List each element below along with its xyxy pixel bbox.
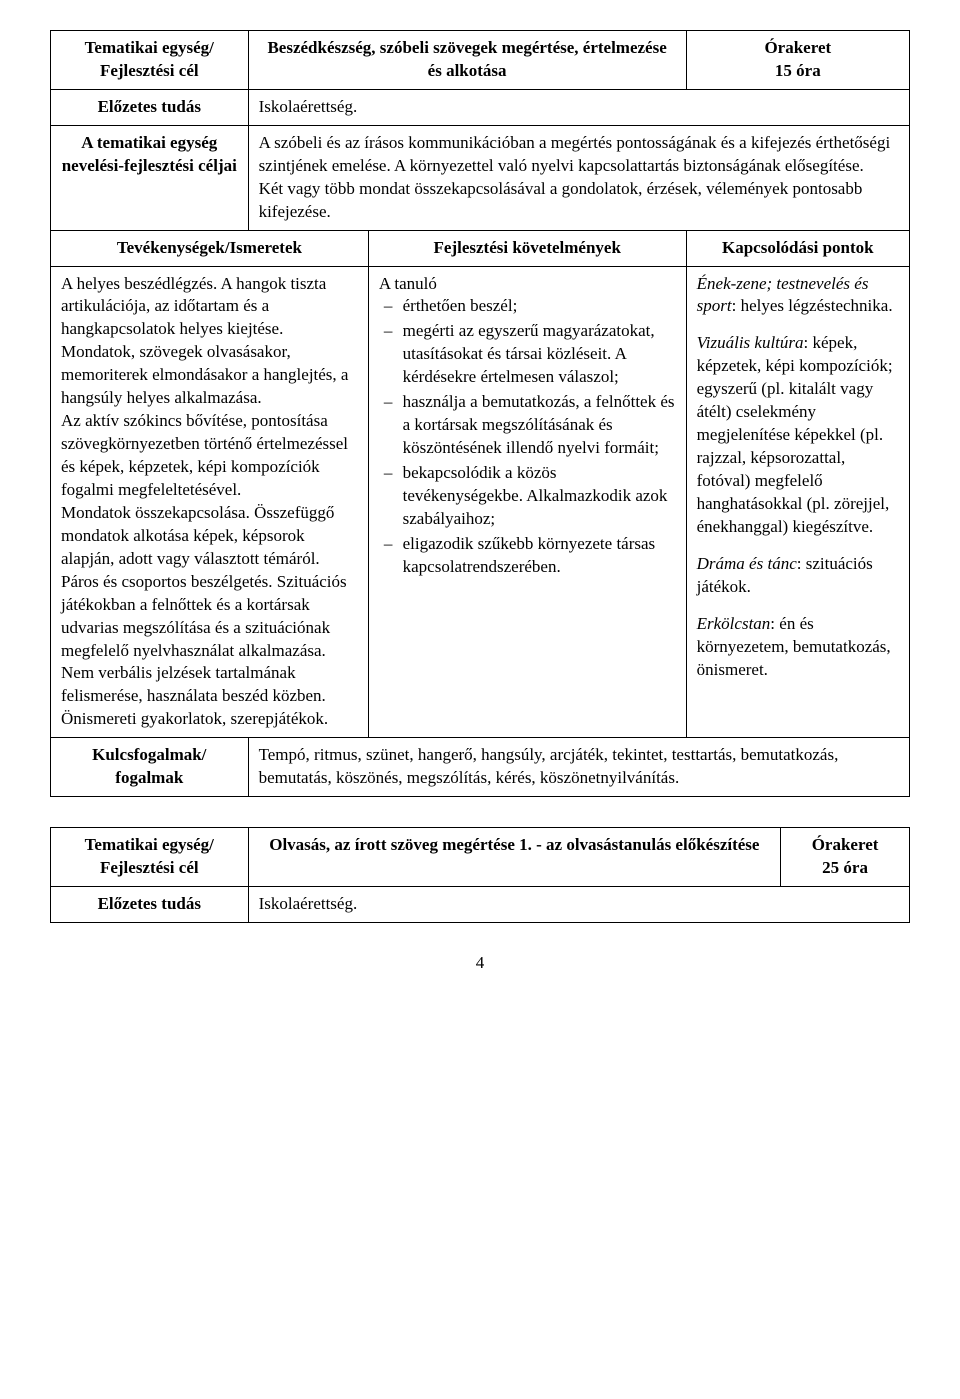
prior-knowledge-value: Iskolaérettség. xyxy=(248,89,909,125)
curriculum-table-2: Tematikai egység/ Fejlesztési cél Olvasá… xyxy=(50,827,910,923)
unit-title: Olvasás, az írott szöveg megértése 1. - … xyxy=(248,828,781,887)
list-item: bekapcsolódik a közös tevékenységekbe. A… xyxy=(379,462,676,531)
connections-header: Kapcsolódási pontok xyxy=(686,230,909,266)
requirements-list: érthetően beszél; megérti az egyszerű ma… xyxy=(379,295,676,578)
prior-knowledge-label: Előzetes tudás xyxy=(51,89,249,125)
connection-subject: Dráma és tánc xyxy=(697,554,797,573)
requirements-body: A tanuló érthetően beszél; megérti az eg… xyxy=(368,266,686,738)
key-concepts-value: Tempó, ritmus, szünet, hangerő, hangsúly… xyxy=(248,738,909,797)
unit-heading-label: Tematikai egység/ Fejlesztési cél xyxy=(51,31,249,90)
connection-text: : képek, képzetek, képi kompozíciók; egy… xyxy=(697,333,893,536)
list-item: használja a bemutatkozás, a felnőttek és… xyxy=(379,391,676,460)
list-item: megérti az egyszerű magyarázatokat, utas… xyxy=(379,320,676,389)
connection-subject: Erkölcstan xyxy=(697,614,771,633)
connection-subject: Vizuális kultúra xyxy=(697,333,804,352)
key-concepts-label: Kulcsfogalmak/ fogalmak xyxy=(51,738,249,797)
activities-header: Tevékenységek/Ismeretek xyxy=(51,230,369,266)
requirements-header: Fejlesztési követelmények xyxy=(368,230,686,266)
page-number: 4 xyxy=(50,953,910,973)
connection-text: : helyes légzéstechnika. xyxy=(732,296,893,315)
hours-label: Órakeret 15 óra xyxy=(686,31,909,90)
prior-knowledge-label: Előzetes tudás xyxy=(51,887,249,923)
hours-label: Órakeret 25 óra xyxy=(781,828,910,887)
goals-value: A szóbeli és az írásos kommunikációban a… xyxy=(248,125,909,230)
list-item: eligazodik szűkebb környezete társas kap… xyxy=(379,533,676,579)
connections-body: Ének-zene; testnevelés és sport: helyes … xyxy=(686,266,909,738)
unit-heading-label: Tematikai egység/ Fejlesztési cél xyxy=(51,828,249,887)
curriculum-table-1: Tematikai egység/ Fejlesztési cél Beszéd… xyxy=(50,30,910,797)
activities-body: A helyes beszédlégzés. A hangok tiszta a… xyxy=(51,266,369,738)
unit-title: Beszédkészség, szóbeli szövegek megértés… xyxy=(248,31,686,90)
goals-label: A tematikai egység nevelési-fejlesztési … xyxy=(51,125,249,230)
prior-knowledge-value: Iskolaérettség. xyxy=(248,887,909,923)
requirements-lead: A tanuló xyxy=(379,274,437,293)
list-item: érthetően beszél; xyxy=(379,295,676,318)
